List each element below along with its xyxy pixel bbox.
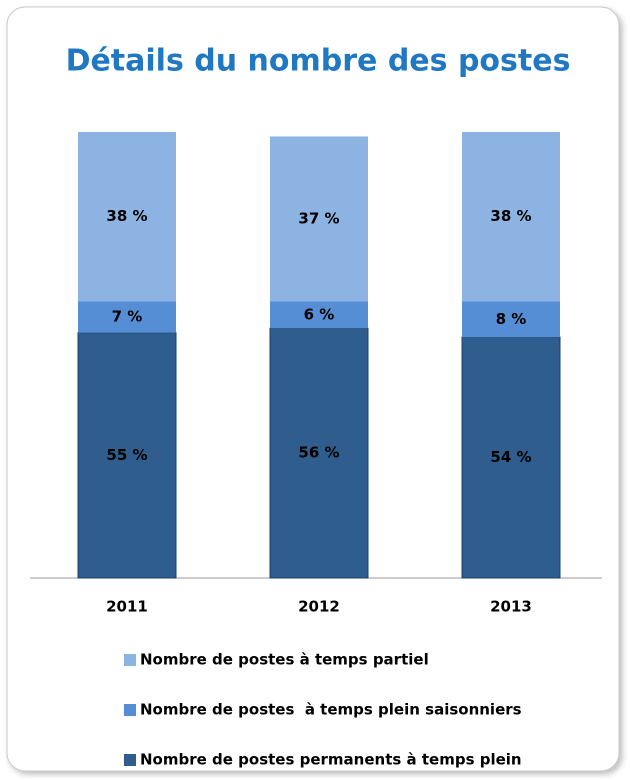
data-label: 38 % bbox=[106, 207, 147, 225]
legend-swatch bbox=[124, 654, 136, 666]
bar-segment bbox=[78, 301, 176, 333]
bar-segment bbox=[462, 132, 560, 302]
chart-title: Détails du nombre des postes bbox=[66, 44, 571, 79]
data-label: 8 % bbox=[496, 310, 527, 328]
data-label: 7 % bbox=[112, 308, 143, 326]
data-label: 6 % bbox=[304, 305, 335, 323]
bar-segment bbox=[461, 336, 561, 579]
legend-swatch bbox=[124, 754, 136, 766]
data-label: 54 % bbox=[490, 448, 531, 466]
x-tick-label: 2012 bbox=[298, 598, 340, 616]
bar-segment bbox=[78, 132, 176, 302]
data-label: 37 % bbox=[298, 209, 339, 227]
x-tick-label: 2011 bbox=[106, 598, 148, 616]
bar-segment bbox=[270, 136, 368, 302]
data-label: 55 % bbox=[106, 446, 147, 464]
bar-segment bbox=[77, 332, 177, 579]
bar-segment bbox=[269, 327, 369, 579]
legend-swatch bbox=[124, 704, 136, 716]
data-label: 38 % bbox=[490, 207, 531, 225]
legend-label: Nombre de postes à temps plein saisonnie… bbox=[140, 701, 522, 719]
data-label: 56 % bbox=[298, 444, 339, 462]
bar-segment bbox=[270, 301, 368, 329]
bar-segment bbox=[462, 301, 560, 338]
legend-label: Nombre de postes permanents à temps plei… bbox=[140, 751, 522, 769]
x-tick-label: 2013 bbox=[490, 598, 532, 616]
legend-label: Nombre de postes à temps partiel bbox=[140, 651, 429, 669]
